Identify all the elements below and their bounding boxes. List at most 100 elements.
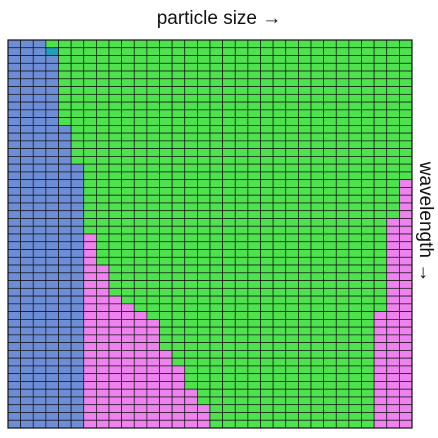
grid-cell-pink (108, 381, 122, 390)
grid-cell-green (335, 357, 350, 367)
grid-cell-pink (96, 342, 110, 351)
grid-cell-green (209, 303, 223, 312)
grid-cell-green (197, 148, 211, 157)
grid-cell-green (348, 140, 362, 149)
grid-cell-blue (20, 93, 34, 103)
grid-cell-blue (32, 187, 47, 196)
grid-cell-green (310, 412, 324, 421)
grid-cell-green (96, 256, 110, 266)
grid-cell-green (171, 47, 186, 56)
grid-cell-blue (7, 342, 21, 351)
grid-cell-green (133, 171, 148, 181)
grid-cell-pink (96, 326, 110, 336)
grid-cell-blue (58, 179, 72, 188)
grid-cell-green (323, 70, 337, 80)
grid-cell-green (272, 249, 287, 258)
grid-cell-green (234, 357, 249, 367)
grid-cell-green (335, 70, 350, 80)
grid-cell-pink (83, 249, 97, 258)
grid-cell-green (335, 241, 350, 250)
grid-cell-pink (108, 419, 122, 429)
grid-cell-blue (58, 404, 72, 413)
grid-cell-green (133, 156, 148, 165)
grid-cell-green (298, 311, 312, 320)
grid-cell-green (272, 287, 287, 297)
grid-cell-green (335, 148, 350, 157)
grid-cell-green (260, 163, 274, 173)
grid-cell-green (335, 350, 350, 359)
grid-cell-green (222, 295, 236, 305)
grid-cell-blue (32, 202, 47, 212)
grid-cell-blue (7, 280, 21, 289)
grid-cell-green (285, 179, 299, 188)
grid-cell-green (298, 39, 312, 49)
grid-cell-blue (20, 194, 34, 204)
grid-cell-pink (386, 264, 400, 274)
grid-cell-pink (386, 233, 400, 243)
grid-cell-green (184, 163, 198, 173)
grid-cell-green (222, 163, 236, 173)
grid-cell-green (234, 381, 249, 390)
grid-cell-green (108, 109, 122, 118)
grid-cell-green (361, 117, 375, 126)
grid-cell-blue (45, 202, 59, 212)
grid-cell-green (361, 55, 375, 64)
grid-cell-green (323, 55, 337, 64)
grid-cell-pink (83, 350, 97, 359)
grid-cell-green (184, 55, 198, 64)
grid-cell-green (399, 125, 413, 134)
grid-cell-blue (70, 373, 85, 382)
grid-cell-green (373, 140, 388, 149)
grid-cell-green (247, 334, 261, 343)
grid-cell-green (399, 47, 413, 56)
grid-cell-green (58, 93, 72, 103)
grid-cell-green (310, 117, 324, 126)
grid-cell-green (171, 272, 186, 281)
grid-cell-pink (373, 365, 388, 375)
grid-cell-green (121, 179, 135, 188)
grid-cell-green (222, 125, 236, 134)
grid-cell-green (247, 210, 261, 219)
grid-cell-green (335, 187, 350, 196)
grid-cell-green (335, 62, 350, 72)
grid-cell-green (310, 179, 324, 188)
grid-cell-green (323, 350, 337, 359)
grid-cell-blue (32, 303, 47, 312)
grid-cell-green (285, 334, 299, 343)
grid-cell-green (373, 295, 388, 305)
grid-cell-green (171, 342, 186, 351)
grid-cell-green (247, 109, 261, 118)
grid-cell-green (260, 70, 274, 80)
grid-cell-green (310, 334, 324, 343)
grid-cell-blue (45, 388, 59, 398)
grid-cell-green (348, 210, 362, 219)
grid-cell-green (121, 287, 135, 297)
grid-cell-pink (386, 334, 400, 343)
grid-cell-pink (83, 412, 97, 421)
grid-cell-green (247, 202, 261, 212)
grid-cell-green (323, 326, 337, 336)
grid-cell-green (222, 156, 236, 165)
grid-cell-green (133, 109, 148, 118)
grid-cell-pink (96, 287, 110, 297)
grid-cell-green (197, 171, 211, 181)
grid-cell-green (108, 218, 122, 227)
grid-cell-blue (58, 412, 72, 421)
grid-cell-green (197, 218, 211, 227)
grid-cell-green (285, 280, 299, 289)
grid-cell-green (146, 140, 160, 149)
grid-cell-blue (7, 404, 21, 413)
grid-cell-green (335, 326, 350, 336)
grid-cell-pink (386, 249, 400, 258)
grid-cell-green (197, 326, 211, 336)
grid-cell-pink (184, 412, 198, 421)
grid-cell-pink (386, 272, 400, 281)
grid-cell-green (247, 101, 261, 111)
grid-cell-green (121, 101, 135, 111)
grid-cell-green (197, 39, 211, 49)
grid-cell-green (146, 218, 160, 227)
grid-cell-pink (108, 404, 122, 413)
grid-cell-blue (58, 163, 72, 173)
grid-cell-green (298, 319, 312, 328)
grid-cell-green (247, 404, 261, 413)
